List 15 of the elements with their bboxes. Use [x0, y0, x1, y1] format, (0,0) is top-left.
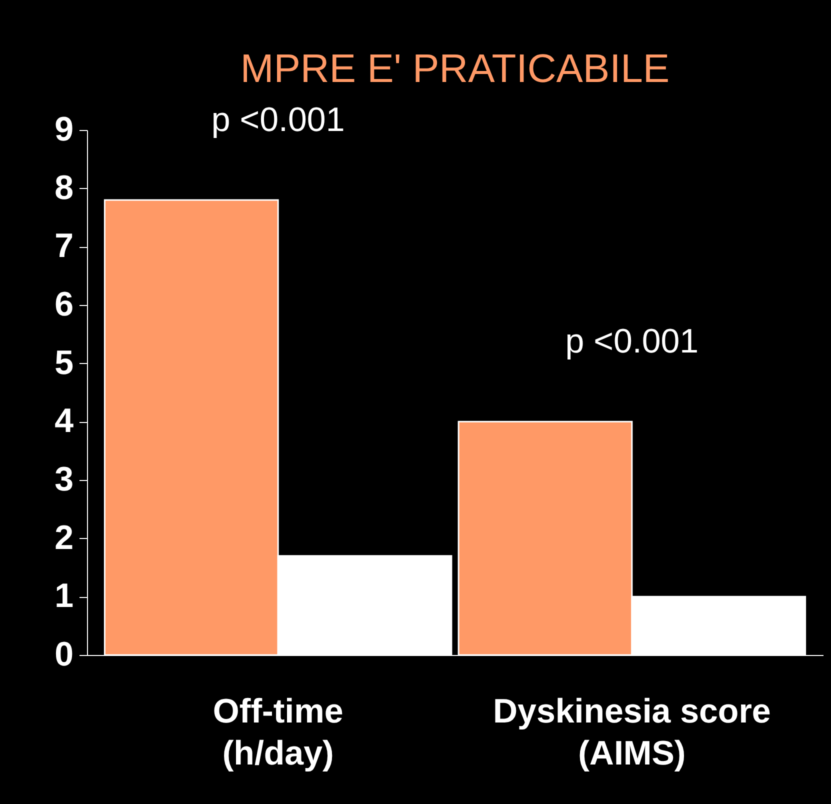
y-tick-label: 4 [54, 402, 74, 440]
y-tick-label: 9 [54, 110, 74, 148]
chart-title: MPRE E' PRATICABILE [240, 47, 670, 91]
y-tick-label: 5 [54, 344, 74, 382]
y-tick-label: 7 [54, 227, 74, 266]
x-tick-label: Off-time (h/day) [212, 692, 344, 772]
annotation: p <0.001 [211, 101, 345, 139]
y-tick-label: 3 [54, 460, 74, 498]
x-tick-label: Dyskinesia score (AIMS) [493, 692, 771, 772]
y-tick-label: 2 [54, 518, 74, 557]
y-tick-label: 8 [54, 168, 74, 207]
y-tick-label: 0 [54, 636, 74, 674]
y-tick-label: 1 [54, 577, 74, 616]
y-tick-label: 6 [54, 286, 74, 324]
annotation: p <0.001 [565, 322, 699, 361]
